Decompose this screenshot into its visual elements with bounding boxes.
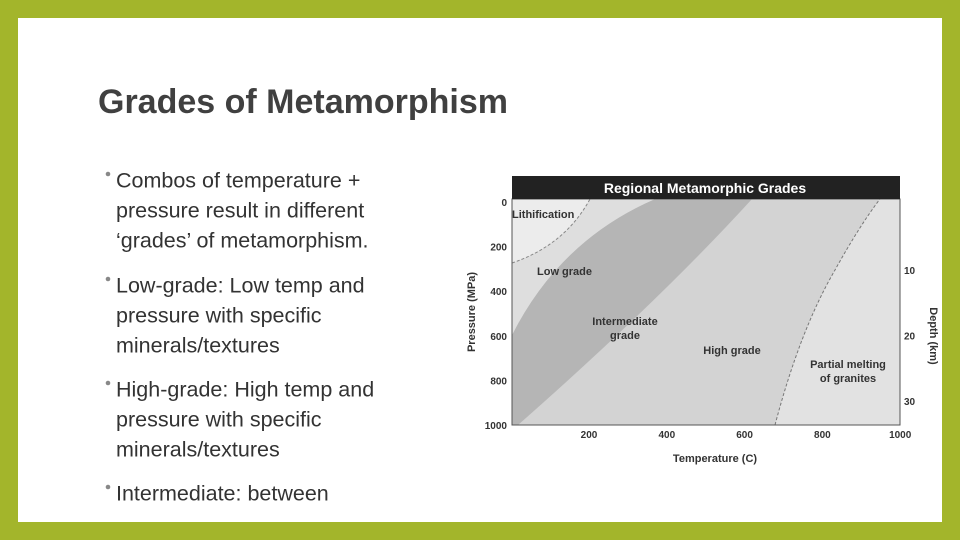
y2-tick-label: 10 [904, 266, 916, 277]
bullet-text: pressure with specific [116, 304, 322, 328]
region-label: Low grade [537, 266, 592, 278]
y2-tick-label: 20 [904, 332, 916, 343]
y-tick-label: 0 [501, 198, 507, 209]
bullet-text: Low-grade: Low temp and [116, 274, 365, 298]
bullet-text: High-grade: High temp and [116, 378, 374, 402]
region-label: of granites [820, 373, 876, 385]
region-label: Lithification [512, 209, 575, 221]
low-grade-region [512, 199, 655, 335]
bullet-text: minerals/textures [116, 438, 280, 462]
bullet-dot [105, 484, 111, 490]
x-tick-label: 1000 [889, 430, 912, 441]
y2-axis-label: Depth (km) [927, 307, 939, 365]
figure: Regional Metamorphic Grades Lithificatio… [466, 176, 939, 465]
region-label: Intermediate [592, 316, 657, 328]
y-axis-label: Pressure (MPa) [466, 272, 478, 352]
figure-header [512, 176, 900, 199]
bullet-dot [105, 276, 111, 282]
region-label: Partial melting [810, 359, 886, 371]
y-tick-label: 800 [490, 376, 507, 387]
y-tick-label: 1000 [485, 421, 508, 432]
y-tick-label: 600 [490, 332, 507, 343]
bullet-dot [105, 380, 111, 386]
intermediate-region [512, 199, 752, 425]
y-tick-label: 200 [490, 243, 507, 254]
boundary [511, 198, 591, 264]
region-label: grade [610, 330, 640, 342]
x-tick-label: 200 [581, 430, 598, 441]
bullet-list: Combos of temperature + pressure result i… [105, 169, 374, 506]
slide-title: Grades of Metamorphism [98, 83, 508, 121]
bullet-text: pressure with specific [116, 408, 322, 432]
region-label: High grade [703, 345, 760, 357]
lithification-region [512, 199, 590, 263]
bullet-text: Combos of temperature + [116, 169, 360, 193]
bullet-text: Intermediate: between [116, 482, 329, 506]
x-axis-label: Temperature (C) [673, 453, 757, 465]
y2-tick-label: 30 [904, 397, 916, 408]
figure-title: Regional Metamorphic Grades [604, 180, 806, 196]
bullet-dot [105, 171, 111, 177]
bullet-text: pressure result in different [116, 199, 364, 223]
axis-ticks: 200 400 600 800 1000 0 200 400 600 800 1000 10 20 30 [485, 198, 916, 441]
bullet-text: ‘grades’ of metamorphism. [116, 229, 369, 253]
boundary [774, 198, 881, 426]
y-tick-label: 400 [490, 287, 507, 298]
bullet-text: minerals/textures [116, 334, 280, 358]
x-tick-label: 400 [658, 430, 675, 441]
melting-region [775, 199, 900, 425]
x-tick-label: 800 [814, 430, 831, 441]
x-tick-label: 600 [736, 430, 753, 441]
